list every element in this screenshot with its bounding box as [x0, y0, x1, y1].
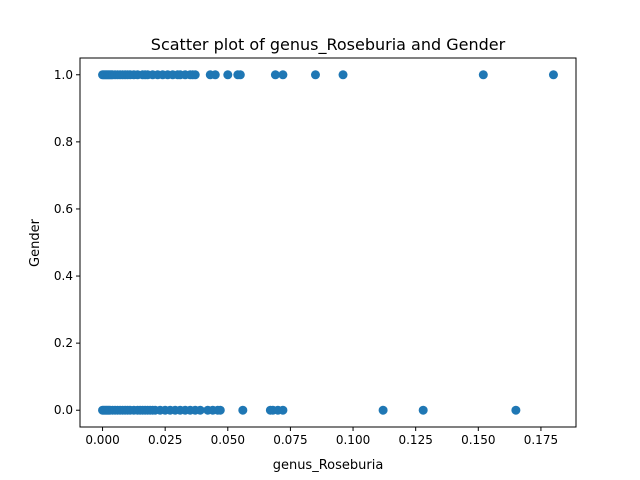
x-axis: 0.000 0.025 0.050 0.075 0.100 0.125 0.150 0.175 — [85, 427, 558, 447]
data-point — [270, 70, 280, 80]
data-point — [195, 405, 205, 415]
data-point — [511, 405, 521, 415]
y-tick-label: 0.0 — [54, 403, 73, 417]
y-tick-label: 0.8 — [54, 135, 73, 149]
y-tick-label: 1.0 — [54, 68, 73, 82]
data-point — [215, 405, 225, 415]
x-tick-label: 0.150 — [461, 433, 495, 447]
data-point — [338, 70, 348, 80]
data-point — [378, 405, 388, 415]
x-tick-label: 0.125 — [398, 433, 432, 447]
chart-title: Scatter plot of genus_Roseburia and Gend… — [151, 35, 506, 55]
y-axis-label: Gender — [28, 218, 43, 267]
data-point — [310, 70, 320, 80]
x-tick-label: 0.025 — [148, 433, 182, 447]
points-layer — [98, 70, 558, 415]
y-tick-label: 0.2 — [54, 336, 73, 350]
data-point — [190, 70, 200, 80]
x-tick-label: 0.100 — [336, 433, 370, 447]
data-point — [223, 70, 233, 80]
data-point — [278, 405, 288, 415]
data-point — [235, 70, 245, 80]
data-point — [210, 70, 220, 80]
y-tick-label: 0.4 — [54, 269, 73, 283]
x-tick-label: 0.175 — [524, 433, 558, 447]
data-point — [548, 70, 558, 80]
plot-frame — [79, 57, 577, 428]
data-point — [278, 70, 288, 80]
x-axis-label: genus_Roseburia — [273, 458, 384, 473]
data-point — [478, 70, 488, 80]
data-point — [238, 405, 248, 415]
y-tick-label: 0.6 — [54, 202, 73, 216]
x-tick-label: 0.000 — [85, 433, 119, 447]
data-point — [418, 405, 428, 415]
x-tick-label: 0.050 — [211, 433, 245, 447]
y-axis: 0.0 0.2 0.4 0.6 0.8 1.0 — [54, 68, 80, 417]
x-tick-label: 0.075 — [273, 433, 307, 447]
